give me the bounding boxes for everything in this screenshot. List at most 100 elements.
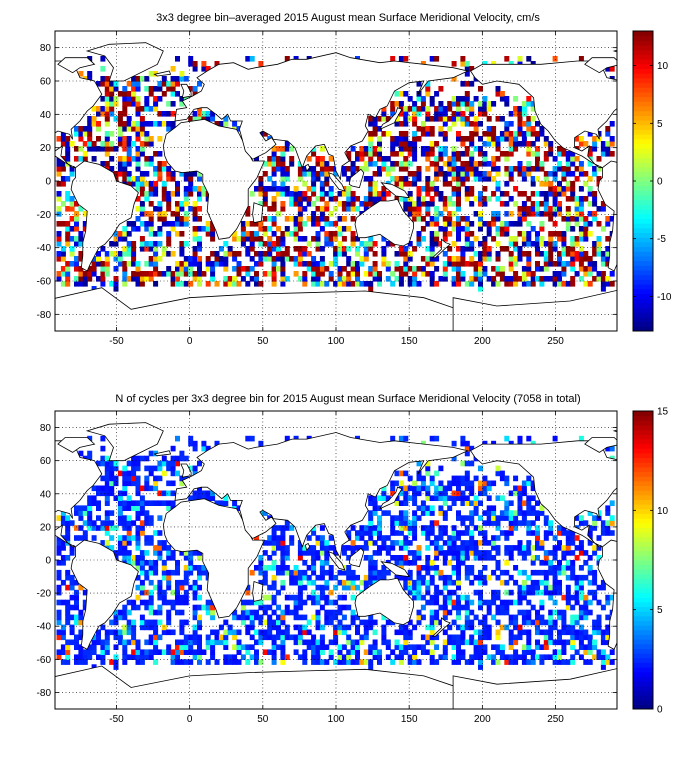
bin-cell [578, 171, 584, 177]
bin-cell [438, 569, 444, 576]
bin-cell [539, 560, 545, 566]
data-cells [56, 56, 615, 292]
bin-cell [122, 465, 128, 472]
bin-cell [557, 186, 562, 192]
bin-cell [65, 226, 71, 232]
bin-cell [447, 256, 453, 262]
bin-cell [104, 121, 110, 127]
bin-cell [368, 659, 374, 665]
bin-cell [578, 206, 584, 212]
bin-cell [148, 654, 154, 660]
bin-cell [78, 281, 84, 287]
bin-cell [398, 644, 404, 650]
bin-cell [157, 589, 163, 596]
bin-cell [495, 196, 501, 202]
bin-cell [587, 201, 593, 207]
bin-cell [385, 261, 391, 267]
bin-cell [267, 624, 273, 631]
bin-cell [557, 236, 562, 242]
bin-cell [100, 644, 106, 650]
bin-cell [109, 166, 115, 172]
bin-cell [381, 565, 387, 571]
bin-cell [543, 211, 549, 217]
bin-cell [605, 236, 611, 242]
bin-cell [56, 584, 62, 591]
bin-cell [570, 151, 576, 157]
bin-cell [473, 510, 479, 516]
bin-cell [144, 510, 150, 516]
bin-cell [381, 161, 387, 167]
bin-cell [254, 535, 259, 541]
bin-cell [368, 151, 374, 157]
bin-cell [254, 276, 259, 282]
bin-cell [170, 276, 176, 282]
bin-cell [284, 609, 290, 616]
bin-cell [297, 555, 303, 561]
bin-cell [456, 550, 461, 556]
bin-cell [148, 226, 154, 232]
bin-cell [157, 634, 163, 641]
bin-cell [587, 271, 593, 277]
bin-cell [499, 569, 505, 576]
bin-cell [478, 121, 483, 127]
bin-cell [218, 261, 224, 267]
bin-cell [420, 475, 426, 482]
bin-cell [513, 639, 519, 646]
bin-cell [175, 460, 180, 467]
bin-cell [368, 579, 374, 586]
bin-cell [517, 106, 523, 112]
bin-cell [192, 61, 198, 67]
bin-cell [517, 609, 523, 616]
bin-cell [412, 644, 418, 650]
bin-cell [144, 589, 150, 596]
bin-cell [543, 256, 549, 262]
bin-cell [69, 604, 75, 611]
bin-cell [464, 231, 470, 237]
bin-cell [368, 266, 374, 272]
bin-cell [258, 639, 264, 646]
bin-cell [333, 550, 339, 556]
bin-cell [513, 634, 519, 641]
bin-cell [407, 161, 413, 167]
bin-cell [486, 520, 492, 526]
land-outline [304, 542, 311, 551]
bin-cell [328, 276, 334, 282]
bin-cell [548, 565, 554, 571]
bin-cell [478, 106, 483, 112]
bin-cell [74, 201, 79, 207]
bin-cell [333, 236, 339, 242]
bin-cell [262, 565, 268, 571]
bin-cell [486, 515, 492, 521]
bin-cell [262, 604, 268, 611]
bin-cell [100, 281, 106, 287]
land-outline [328, 551, 346, 571]
bin-cell [65, 276, 71, 282]
y-tick-label: 0 [45, 556, 51, 567]
bin-cell [201, 61, 207, 67]
bin-cell [337, 281, 343, 287]
bin-cell [381, 490, 387, 497]
bin-cell [469, 619, 475, 626]
bin-cell [284, 525, 290, 531]
bin-cell [82, 659, 88, 665]
bin-cell [341, 594, 347, 601]
bin-cell [306, 241, 312, 247]
bin-cell [385, 545, 391, 551]
bin-cell [126, 515, 132, 521]
bin-cell [491, 101, 497, 107]
bin-cell [333, 196, 339, 202]
bin-cell [565, 261, 571, 267]
bin-cell [425, 116, 431, 122]
bin-cell [491, 545, 497, 551]
bin-cell [442, 266, 448, 272]
bin-cell [482, 485, 488, 492]
bin-cell [495, 515, 501, 521]
bin-cell [464, 106, 470, 112]
bin-cell [96, 146, 101, 152]
bin-cell [113, 146, 119, 152]
bin-cell [372, 540, 378, 546]
bin-cell [583, 609, 589, 616]
bin-cell [131, 634, 137, 641]
bin-cell [214, 639, 220, 646]
bin-cell [438, 480, 444, 487]
